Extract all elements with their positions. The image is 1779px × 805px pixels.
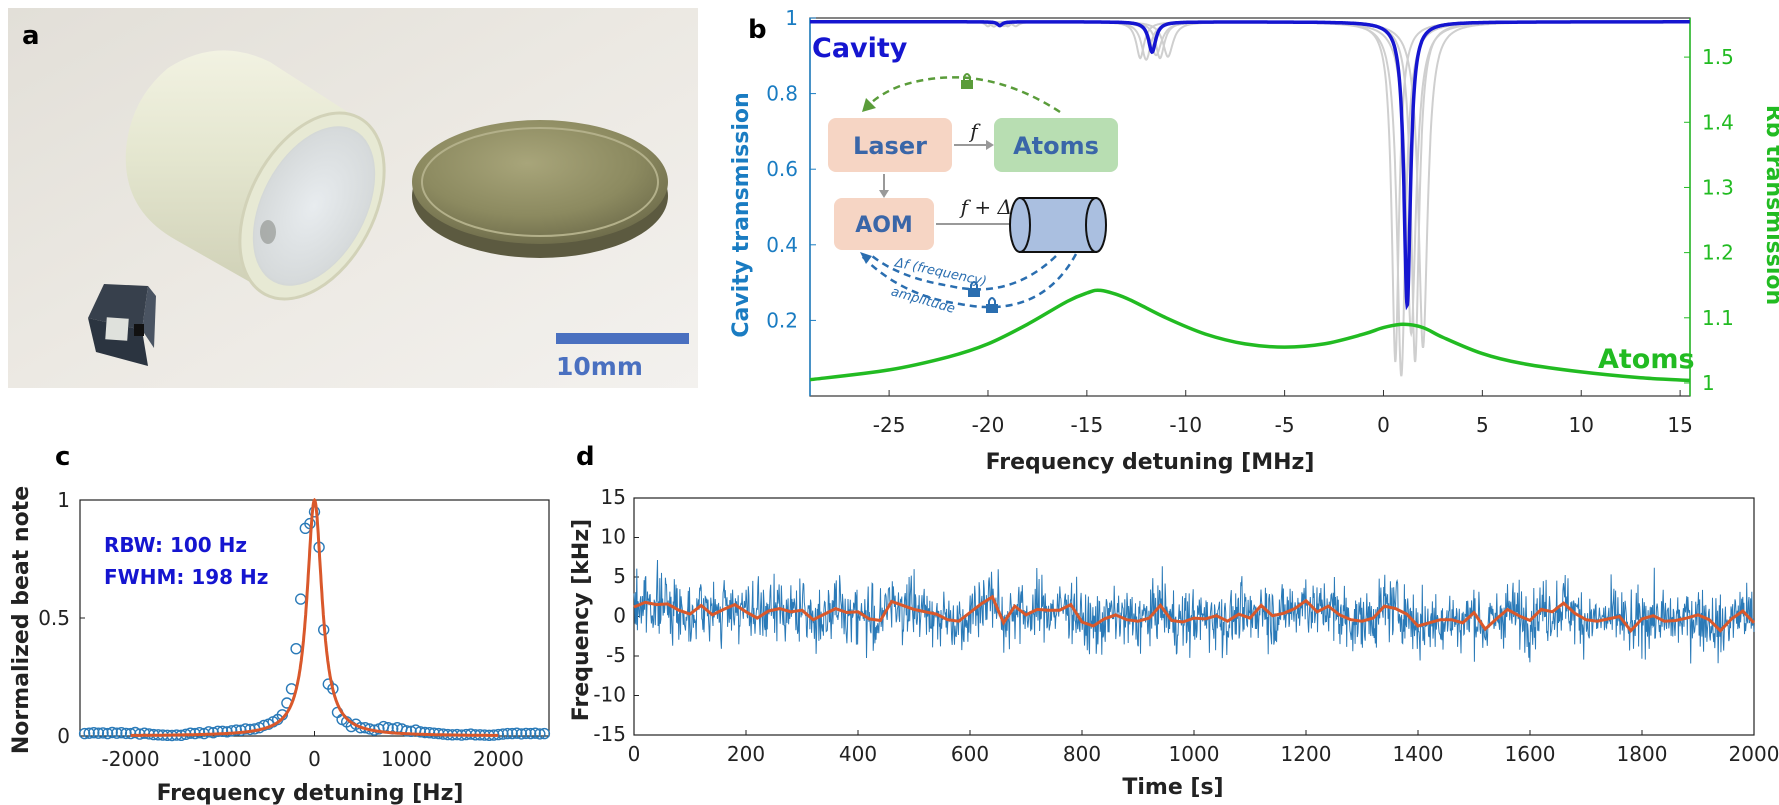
x-tick-label: -20 — [972, 413, 1005, 437]
x-tick-label: 1000 — [381, 747, 432, 771]
y-left-tick-label: 0.2 — [766, 308, 798, 332]
panel-c-ylabel: Normalized beat note — [9, 486, 34, 754]
atoms-series-label: Atoms — [1598, 344, 1695, 375]
panel-a: 10mm a — [8, 8, 698, 388]
y-tick-label: 5 — [613, 564, 626, 588]
lock-icon-green — [961, 74, 973, 89]
x-tick-label: -1000 — [193, 747, 251, 771]
panel-d-ylabel: Frequency [kHz] — [569, 519, 594, 721]
y-tick-label: -10 — [593, 683, 626, 707]
x-tick-label: 15 — [1667, 413, 1692, 437]
x-tick-label: 600 — [951, 742, 989, 766]
cavity-ghost-trace — [810, 22, 1690, 334]
y-left-tick-label: 0.8 — [766, 82, 798, 106]
x-tick-label: 0 — [308, 747, 321, 771]
coin — [412, 120, 668, 258]
fwhm-annotation: FWHM: 198 Hz — [104, 565, 268, 589]
data-point — [296, 594, 306, 604]
scale-bar — [556, 333, 689, 344]
y-left-tick-label: 1 — [785, 6, 798, 30]
plot-frame — [810, 18, 1690, 396]
x-tick-label: 2000 — [473, 747, 524, 771]
panel-c-letter: c — [55, 442, 70, 472]
panel-d-xlabel: Time [s] — [1122, 775, 1223, 800]
x-tick-label: 200 — [727, 742, 765, 766]
x-tick-label: 2000 — [1729, 742, 1779, 766]
cavity-ghost-traces — [810, 22, 1690, 376]
panel-b-ylabel-left: Cavity transmission — [729, 92, 754, 337]
y-tick-label: 15 — [601, 485, 626, 509]
panel-d-series — [634, 560, 1754, 664]
x-tick-label: 400 — [839, 742, 877, 766]
y-right-tick-label: 1.3 — [1702, 175, 1734, 199]
cavity-ghost-trace — [810, 22, 1690, 376]
x-tick-label: -10 — [1169, 413, 1202, 437]
y-right-tick-label: 1.2 — [1702, 241, 1734, 265]
y-tick-label: -5 — [606, 643, 626, 667]
x-tick-label: 5 — [1476, 413, 1489, 437]
y-tick-label: 0 — [613, 604, 626, 628]
scale-bar-label: 10mm — [556, 352, 643, 381]
x-tick-label: -5 — [1275, 413, 1295, 437]
panel-b-ylabel-right: Rb transmission — [1761, 105, 1779, 305]
panel-d-letter: d — [576, 442, 595, 472]
x-tick-label: -2000 — [102, 747, 160, 771]
x-tick-label: 1800 — [1617, 742, 1668, 766]
x-tick-label: 10 — [1569, 413, 1594, 437]
x-tick-label: 1200 — [1281, 742, 1332, 766]
aom-label: AOM — [855, 213, 913, 238]
y-tick-label: 1 — [57, 488, 70, 512]
rbw-annotation: RBW: 100 Hz — [104, 533, 247, 557]
panel-c: c -2000 -1000 0 1000 2000 0 0.5 1 RBW: 100 Hz F… — [9, 442, 549, 805]
lock-scheme-inset: Laser Atoms AOM f f + Δf — [828, 74, 1118, 317]
y-left-tick-label: 0.4 — [766, 233, 798, 257]
y-left-tick-label: 0.6 — [766, 157, 798, 181]
x-tick-label: 1600 — [1505, 742, 1556, 766]
panel-c-xlabel: Frequency detuning [Hz] — [157, 781, 464, 805]
x-tick-label: 0 — [1377, 413, 1390, 437]
panel-b-series — [810, 22, 1690, 381]
y-tick-label: 10 — [601, 525, 626, 549]
lock-icon-blue-2 — [986, 298, 998, 313]
y-right-tick-label: 1.4 — [1702, 110, 1734, 134]
panel-b: b -25 -20 -15 -10 -5 0 5 10 15 0.2 0.4 0.6 0.8 1 1 1.1 1… — [729, 6, 1779, 475]
x-tick-label: 1000 — [1169, 742, 1220, 766]
y-right-tick-label: 1.5 — [1702, 45, 1734, 69]
cavity-cylinder-icon — [1010, 198, 1106, 252]
y-tick-label: 0 — [57, 724, 70, 748]
f-label: f — [968, 119, 981, 143]
y-tick-label: -15 — [593, 722, 626, 746]
x-tick-label: 1400 — [1393, 742, 1444, 766]
x-tick-label: -25 — [873, 413, 906, 437]
y-right-tick-label: 1 — [1702, 371, 1715, 395]
x-tick-label: -15 — [1071, 413, 1104, 437]
amplitude-label: amplitude — [889, 284, 956, 317]
laser-label: Laser — [853, 132, 927, 160]
y-tick-label: 0.5 — [38, 606, 70, 630]
atoms-box-label: Atoms — [1013, 132, 1099, 160]
panel-a-letter: a — [22, 21, 40, 51]
data-point — [291, 644, 301, 654]
figure: 10mm a b -25 -20 -15 -10 -5 0 5 10 150.20.40.60.… — [0, 0, 1779, 805]
panel-b-xlabel: Frequency detuning [MHz] — [986, 450, 1315, 475]
panel-b-letter: b — [748, 15, 767, 45]
x-tick-label: 800 — [1063, 742, 1101, 766]
cavity-series-label: Cavity — [812, 33, 908, 64]
x-tick-label: 0 — [628, 742, 641, 766]
y-right-tick-label: 1.1 — [1702, 306, 1734, 330]
panel-d: d 0 200 400 600 800 1000 1200 1400 1600 1800 2000 -… — [569, 442, 1779, 800]
